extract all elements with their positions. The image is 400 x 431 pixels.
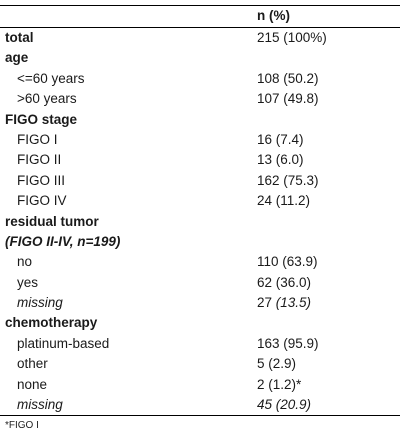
header-rule <box>0 27 400 28</box>
row-value: 62 (36.0) <box>257 274 312 290</box>
row-value: 27 (13.5) <box>257 293 400 313</box>
table-row: FIGO stage <box>0 110 400 130</box>
header-row: n (%) <box>0 6 400 27</box>
header-col2: n (%) <box>257 8 290 24</box>
row-label: FIGO stage <box>5 111 78 127</box>
table-row: no 110 (63.9) <box>0 252 400 272</box>
table-row: residual tumor <box>0 212 400 232</box>
row-label: FIGO I <box>17 131 58 147</box>
row-label: no <box>17 254 33 270</box>
bottom-rule <box>0 415 400 417</box>
footnote: *FIGO I <box>5 420 39 431</box>
row-label: (FIGO II-IV, n=199) <box>5 233 121 249</box>
table-row: missing 27 (13.5) <box>0 293 400 313</box>
row-label: >60 years <box>17 91 77 107</box>
row-value: 108 (50.2) <box>257 70 319 86</box>
row-label: none <box>17 376 48 392</box>
row-value: 5 (2.9) <box>257 356 297 372</box>
table-row: total 215 (100%) <box>0 28 400 48</box>
table-row: missing 45 (20.9) <box>0 395 400 415</box>
table-row: FIGO IV 24 (11.2) <box>0 191 400 211</box>
table-row: platinum-based 163 (95.9) <box>0 334 400 354</box>
table-row: FIGO I 16 (7.4) <box>0 130 400 150</box>
row-value: 2 (1.2)* <box>257 376 302 392</box>
row-label: missing <box>17 295 63 311</box>
row-value-percent: (13.5) <box>275 295 312 311</box>
table-row: none 2 (1.2)* <box>0 375 400 395</box>
data-table: n (%) total 215 (100%) age <=60 years 108 (5… <box>0 5 400 431</box>
row-value-count: 27 <box>257 295 276 311</box>
row-value: 13 (6.0) <box>257 152 304 168</box>
row-label: age <box>5 50 29 66</box>
top-rule <box>0 5 400 6</box>
table-row: age <box>0 48 400 68</box>
table-row: <=60 years 108 (50.2) <box>0 69 400 89</box>
row-label: <=60 years <box>17 70 85 86</box>
row-label: platinum-based <box>17 335 110 351</box>
row-label: FIGO IV <box>17 193 67 209</box>
row-label: residual tumor <box>5 213 99 229</box>
row-label: other <box>17 356 48 372</box>
table-row: >60 years 107 (49.8) <box>0 89 400 109</box>
row-value: 162 (75.3) <box>257 172 319 188</box>
table-row: yes 62 (36.0) <box>0 273 400 293</box>
row-value: 110 (63.9) <box>257 254 318 270</box>
table-body: total 215 (100%) age <=60 years 108 (50.2) >6… <box>0 28 400 415</box>
row-label: chemotherapy <box>5 315 98 331</box>
row-value: 107 (49.8) <box>257 91 319 107</box>
row-value: 215 (100%) <box>257 30 327 45</box>
row-label: total <box>5 30 34 45</box>
row-value: 163 (95.9) <box>257 335 319 351</box>
row-label: FIGO II <box>17 152 62 168</box>
row-label: missing <box>17 397 63 413</box>
row-label: yes <box>17 274 39 290</box>
row-value: 24 (11.2) <box>257 193 311 209</box>
row-value: 45 (20.9) <box>257 397 312 413</box>
table-row: FIGO II 13 (6.0) <box>0 150 400 170</box>
row-label: FIGO III <box>17 172 66 188</box>
table-row: (FIGO II-IV, n=199) <box>0 232 400 252</box>
row-value: 16 (7.4) <box>257 131 304 147</box>
table-row: FIGO III 162 (75.3) <box>0 171 400 191</box>
table-row: chemotherapy <box>0 313 400 333</box>
table-row: other 5 (2.9) <box>0 354 400 374</box>
